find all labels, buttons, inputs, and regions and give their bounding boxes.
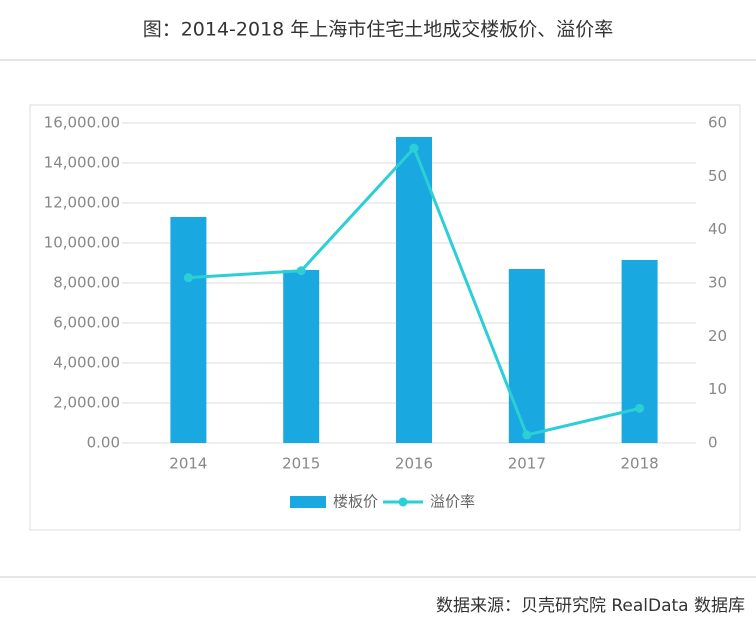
bar xyxy=(508,269,545,443)
y-tick-label: 2,000.00 xyxy=(53,394,120,412)
bar xyxy=(170,217,207,443)
line-point xyxy=(409,143,419,153)
line-point xyxy=(522,430,532,440)
x-tick-label: 2018 xyxy=(621,455,659,473)
line-point xyxy=(635,403,645,413)
x-tick-label: 2015 xyxy=(282,455,320,473)
y-tick-label: 14,000.00 xyxy=(44,154,120,172)
legend-label: 楼板价 xyxy=(333,493,378,511)
line-point xyxy=(296,266,306,276)
legend-label: 溢价率 xyxy=(430,493,475,511)
legend-swatch xyxy=(398,497,408,507)
y-tick-label: 4,000.00 xyxy=(53,354,120,372)
bar xyxy=(621,260,658,443)
bar xyxy=(283,270,320,443)
y2-tick-label: 30 xyxy=(708,274,727,292)
y2-tick-label: 10 xyxy=(708,380,727,398)
y-tick-label: 12,000.00 xyxy=(44,194,120,212)
y-tick-label: 10,000.00 xyxy=(44,234,120,252)
y-tick-label: 16,000.00 xyxy=(44,114,120,132)
bar xyxy=(396,137,432,443)
x-tick-label: 2017 xyxy=(508,455,546,473)
line-point xyxy=(183,273,193,283)
y-tick-label: 6,000.00 xyxy=(53,314,120,332)
x-tick-label: 2016 xyxy=(395,455,433,473)
y-tick-label: 8,000.00 xyxy=(53,274,120,292)
y2-tick-label: 60 xyxy=(708,114,727,132)
source: 数据来源：贝壳研究院 RealData 数据库 xyxy=(436,596,745,616)
legend-swatch xyxy=(290,496,326,508)
y2-tick-label: 20 xyxy=(708,327,727,345)
chart-frame xyxy=(29,104,741,531)
y2-tick-label: 40 xyxy=(708,220,727,238)
x-tick-label: 2014 xyxy=(169,455,207,473)
y-tick-label: 0.00 xyxy=(87,434,120,452)
title: 图：2014-2018 年上海市住宅土地成交楼板价、溢价率 xyxy=(143,19,614,41)
y2-tick-label: 0 xyxy=(708,434,718,452)
y2-tick-label: 50 xyxy=(708,167,727,185)
